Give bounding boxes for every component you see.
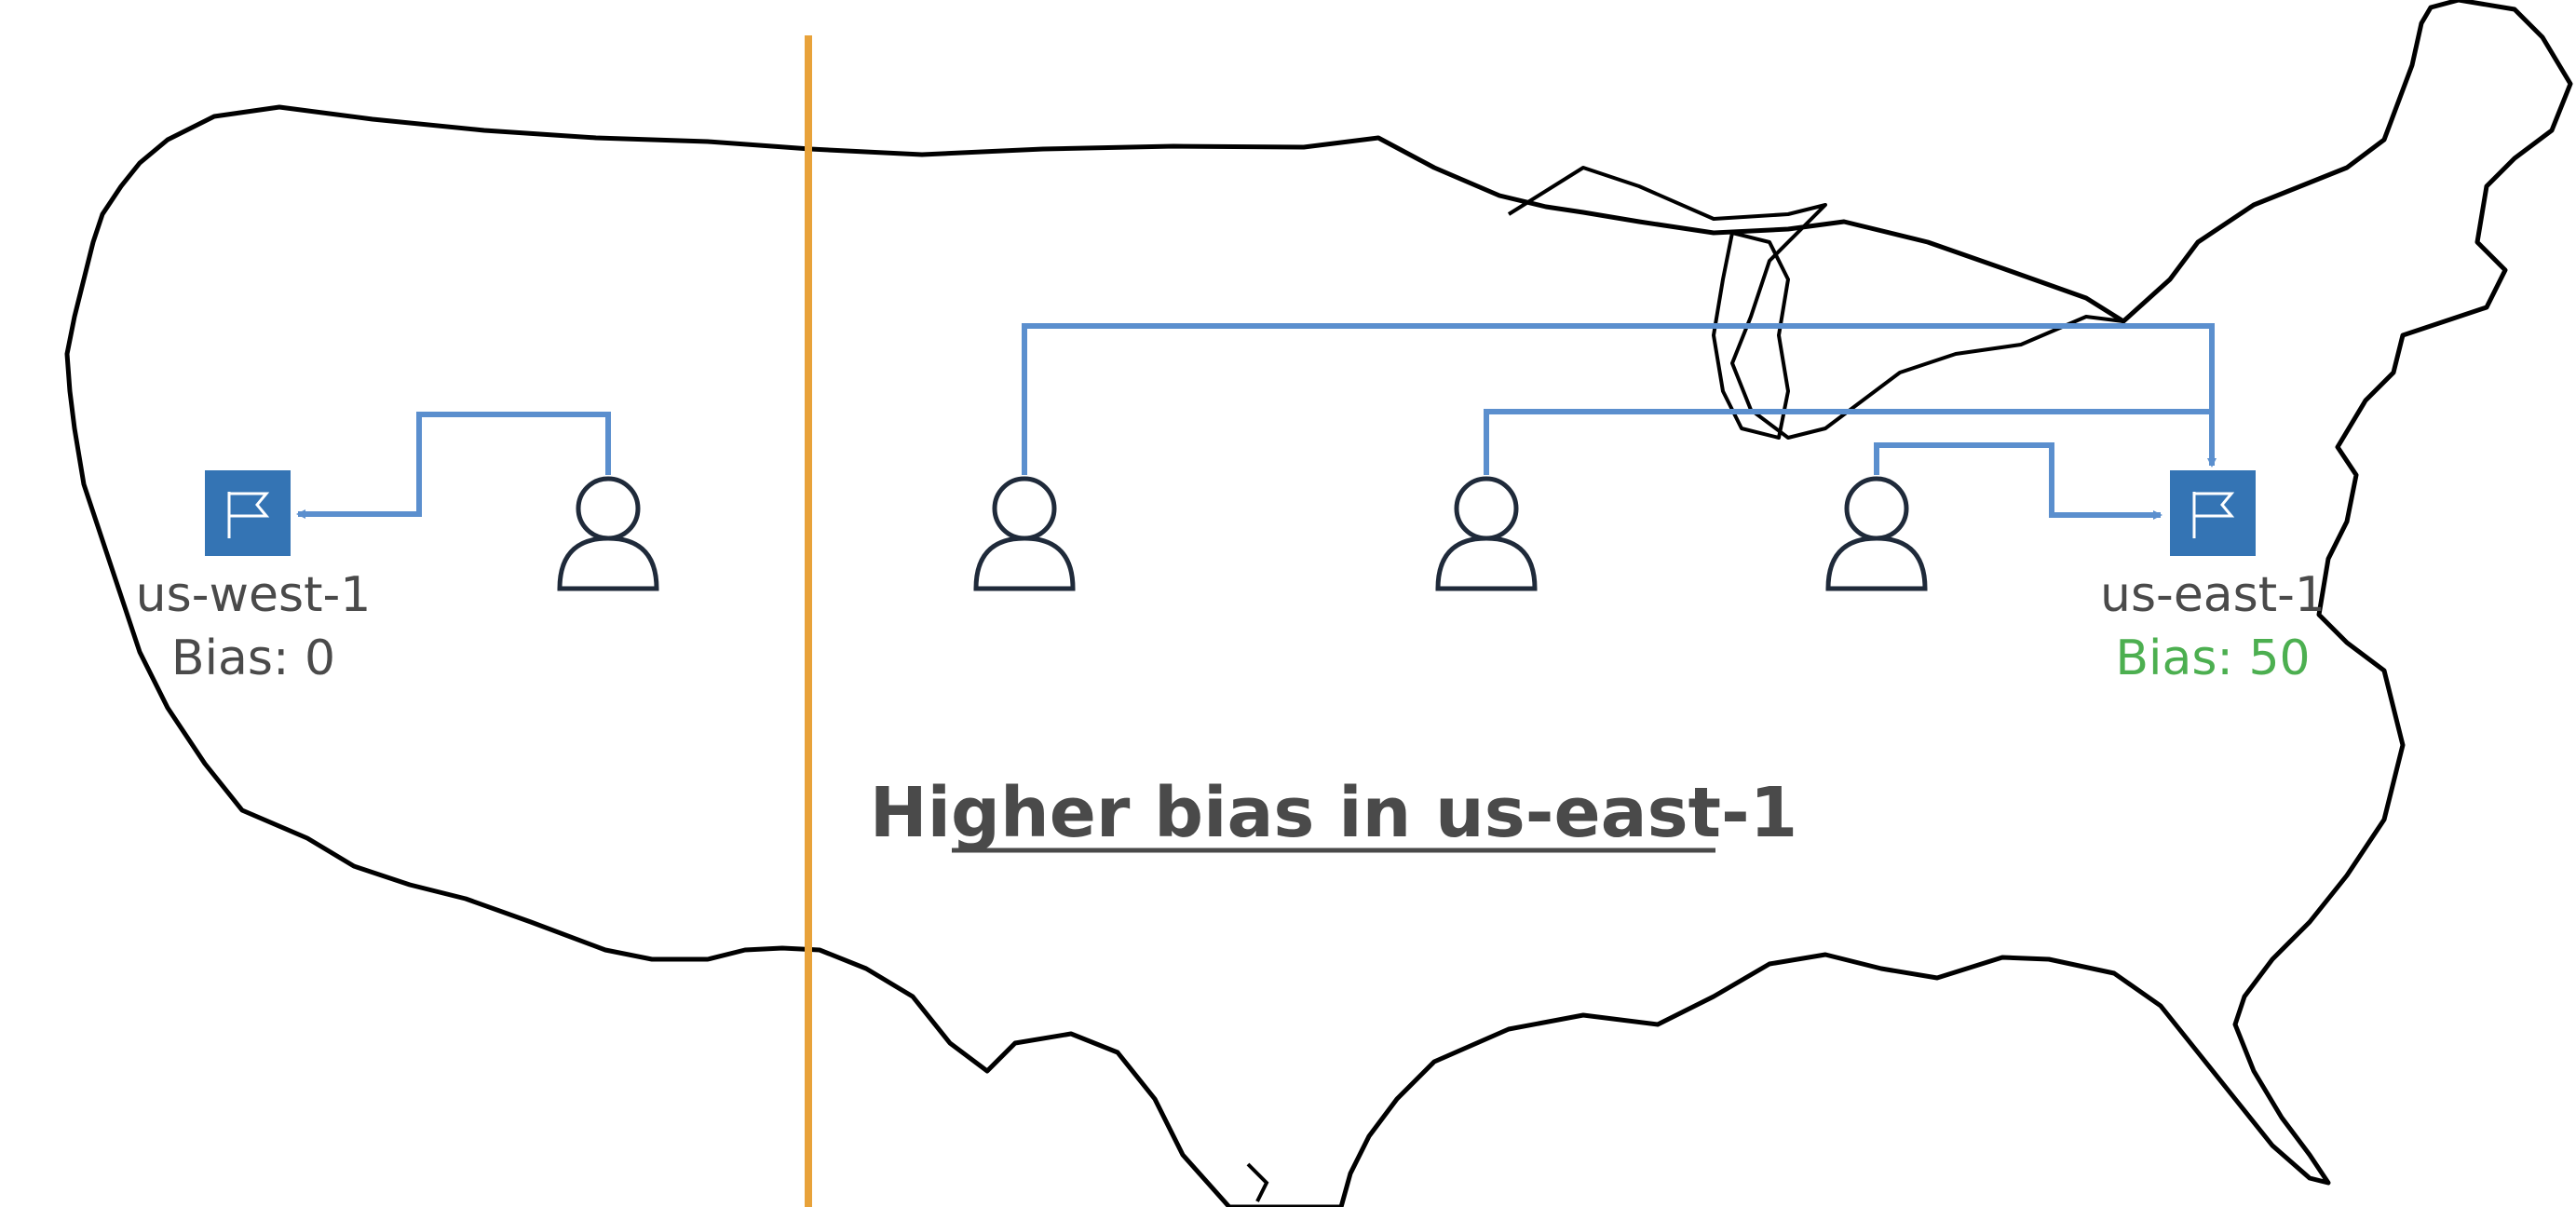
lake-michigan-outline — [1712, 231, 1790, 440]
user-icon — [1435, 476, 1538, 591]
region-name-us-west-1: us-west-1 — [136, 567, 372, 623]
region-us-west-1 — [205, 470, 291, 556]
headline: Higher bias in us-east-1 — [870, 773, 1797, 853]
region-bias-us-west-1: Bias: 0 — [171, 631, 335, 686]
us-map-outline — [64, 0, 2573, 1207]
user-icon — [557, 476, 659, 591]
user-icon — [973, 476, 1076, 591]
flag-icon — [2170, 470, 2256, 556]
us-mainland-outline — [64, 0, 2573, 1207]
flag-icon — [205, 470, 291, 556]
route-user-4-to-us-east-1 — [1874, 442, 2162, 520]
user-4 — [1825, 476, 1928, 591]
route-user-3-to-us-east-1 — [1484, 409, 2212, 475]
route-user-1-to-us-west-1 — [296, 412, 611, 519]
island-fragment — [1246, 1162, 1269, 1202]
region-bias-us-east-1: Bias: 50 — [2115, 631, 2310, 686]
region-us-east-1 — [2170, 470, 2256, 556]
region-name-us-east-1: us-east-1 — [2100, 567, 2325, 623]
route-user-2-to-us-east-1 — [1022, 323, 2217, 475]
great-lakes-outline — [1507, 166, 2124, 440]
user-2 — [973, 476, 1076, 591]
routing-lines — [296, 323, 2217, 520]
user-3 — [1435, 476, 1538, 591]
user-icon — [1825, 476, 1928, 591]
user-1 — [557, 476, 659, 591]
